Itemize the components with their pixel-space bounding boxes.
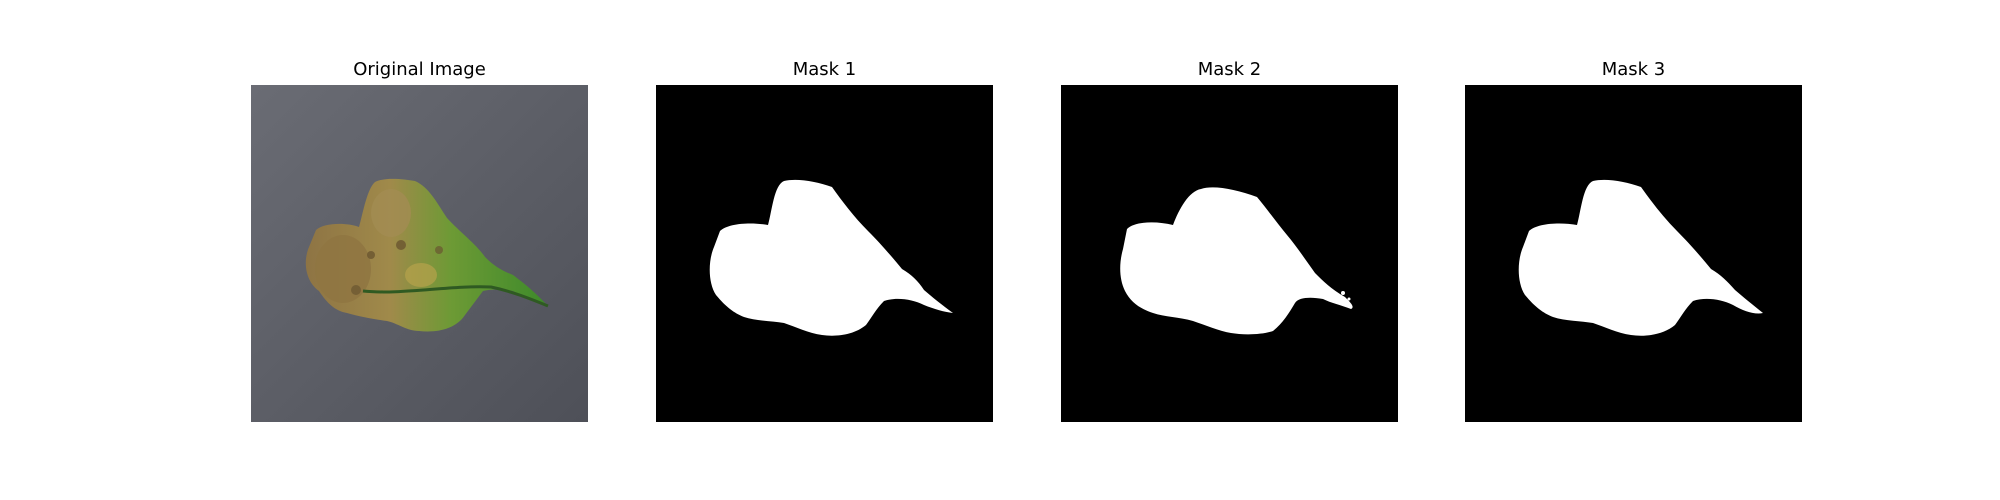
mask-3-image bbox=[1465, 85, 1802, 422]
panel-title: Mask 3 bbox=[1601, 59, 1666, 80]
panel-original-image: Original Image bbox=[251, 0, 588, 500]
panel-title: Mask 2 bbox=[1197, 59, 1262, 80]
mask-2-speck bbox=[1341, 291, 1345, 295]
panel-mask-3: Mask 3 bbox=[1465, 0, 1802, 500]
mask-1-image bbox=[656, 85, 993, 422]
panel-mask-1: Mask 1 bbox=[656, 0, 993, 500]
mask-3-shape bbox=[1518, 179, 1763, 336]
mask-2-shape bbox=[1120, 187, 1353, 335]
panel-title: Mask 1 bbox=[792, 59, 857, 80]
original-image bbox=[251, 85, 588, 422]
panel-title: Original Image bbox=[353, 59, 486, 80]
mask-2-image bbox=[1061, 85, 1398, 422]
panel-mask-2: Mask 2 bbox=[1061, 0, 1398, 500]
mask-2-speck bbox=[1347, 297, 1351, 301]
mask-1-shape bbox=[709, 179, 953, 336]
